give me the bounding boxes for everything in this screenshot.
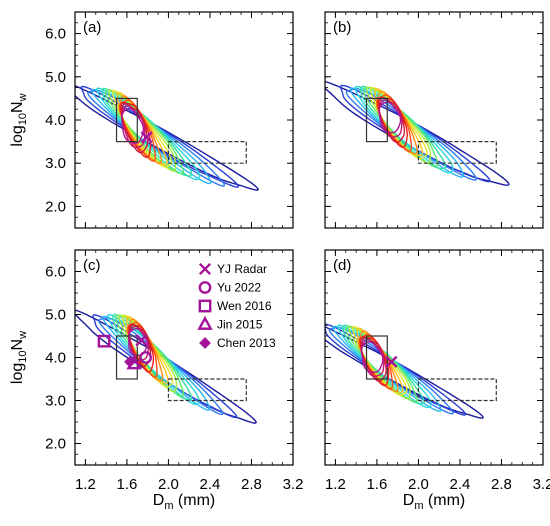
legend-label: Wen 2016 <box>217 299 272 313</box>
panel-a: 2.0 3.0 4.0 5.0 6.0 (a) log10Nw <box>9 11 294 229</box>
solid-region-box <box>115 97 138 143</box>
marker-yj-radar <box>135 334 148 347</box>
marker-wen-2016 <box>97 334 111 348</box>
contour-line <box>325 323 467 416</box>
x-tick-label: 1.2 <box>325 476 346 493</box>
y-axis-title: log10Nw <box>9 331 29 384</box>
panel-label: (b) <box>333 19 351 36</box>
dashed-region-box <box>417 378 497 402</box>
x-tick-label: 1.2 <box>75 476 96 493</box>
contour-line <box>107 313 200 406</box>
x-tick-label: 2.0 <box>408 476 429 493</box>
contour-line <box>359 85 447 170</box>
solid-region-box <box>115 335 138 380</box>
contour-line <box>75 85 260 191</box>
marker-chen-2013 <box>124 355 136 368</box>
contour-line <box>98 317 224 416</box>
x-tick-label: 1.6 <box>366 476 387 493</box>
dashed-region-box <box>417 141 497 164</box>
legend-symbol-square <box>198 299 212 313</box>
contour-line <box>328 326 454 415</box>
dashed-region-box <box>167 378 247 402</box>
y-tick-label: 2.0 <box>45 436 66 453</box>
contour-line <box>102 315 211 411</box>
contour-line <box>90 88 212 185</box>
marker-yj-radar <box>385 355 398 368</box>
y-tick-label: 3.0 <box>45 393 66 410</box>
y-tick-label: 4.0 <box>45 350 66 367</box>
contour-line <box>345 325 418 403</box>
legend: YJ Radar Yu 2022 Wen 2016 Jin 2015 Chen 2013 <box>197 262 276 350</box>
x-tick-label: 3.2 <box>283 476 304 493</box>
panel-d: 1.2 1.6 2.0 2.4 2.8 3.2 (d) Dm (mm) <box>324 249 550 512</box>
x-tick-label: 2.4 <box>200 476 221 493</box>
contour-line <box>325 326 484 419</box>
contour-line <box>348 325 411 400</box>
marker-yj-radar <box>140 131 153 144</box>
x-tick-label: 2.8 <box>241 476 262 493</box>
contour-group <box>75 85 260 191</box>
solid-region-box <box>365 97 388 143</box>
contour-line <box>127 328 148 357</box>
contour-line <box>128 324 152 367</box>
contour-line <box>96 87 201 181</box>
y-tick-label: 5.0 <box>45 307 66 324</box>
y-tick-label: 3.0 <box>45 155 66 172</box>
legend-label: YJ Radar <box>217 262 267 276</box>
contour-line <box>349 87 465 178</box>
contour-line <box>104 89 185 175</box>
plot-frame <box>324 11 544 229</box>
contour-line <box>80 85 240 188</box>
contour-group <box>75 309 257 424</box>
legend-symbol-triangle <box>197 315 213 330</box>
contour-line <box>116 91 168 166</box>
y-tick-label: 2.0 <box>45 198 66 215</box>
panel-label: (a) <box>83 19 101 36</box>
legend-label: Yu 2022 <box>217 281 261 295</box>
legend-symbol-diamond <box>199 337 211 349</box>
legend-label: Jin 2015 <box>217 318 263 332</box>
contour-line <box>345 87 478 181</box>
y-tick-label: 6.0 <box>45 264 66 281</box>
dashed-region-box <box>167 141 247 164</box>
legend-symbol-x <box>198 262 212 276</box>
x-tick-label: 1.6 <box>116 476 137 493</box>
x-axis-title: Dm (mm) <box>403 492 466 512</box>
panel-b: (b) <box>324 11 544 229</box>
panel-label: (c) <box>83 257 101 274</box>
x-tick-label: 2.8 <box>491 476 512 493</box>
y-tick-label: 6.0 <box>45 26 66 43</box>
marker-yu-2022 <box>139 351 152 364</box>
contour-line <box>360 340 384 373</box>
contour-line <box>378 101 402 134</box>
contour-line <box>101 87 193 177</box>
x-axis-title: Dm (mm) <box>153 492 216 512</box>
y-axis-title: log10Nw <box>9 93 29 146</box>
contour-group <box>325 323 484 419</box>
legend-symbol-circle <box>198 281 212 294</box>
y-tick-label: 4.0 <box>45 112 66 129</box>
contour-line <box>112 313 193 401</box>
x-tick-label: 2.0 <box>158 476 179 493</box>
x-tick-label: 3.2 <box>533 476 550 493</box>
panel-label: (d) <box>333 257 351 274</box>
panel-c: 1.2 1.6 2.0 2.4 2.8 3.2 2.0 3.0 4.0 5.0 6.0 (c) log1… <box>9 249 304 512</box>
contour-group <box>325 80 510 186</box>
x-tick-label: 2.4 <box>450 476 471 493</box>
legend-label: Chen 2013 <box>217 336 276 350</box>
contour-line <box>354 85 454 174</box>
y-tick-label: 5.0 <box>45 69 66 86</box>
